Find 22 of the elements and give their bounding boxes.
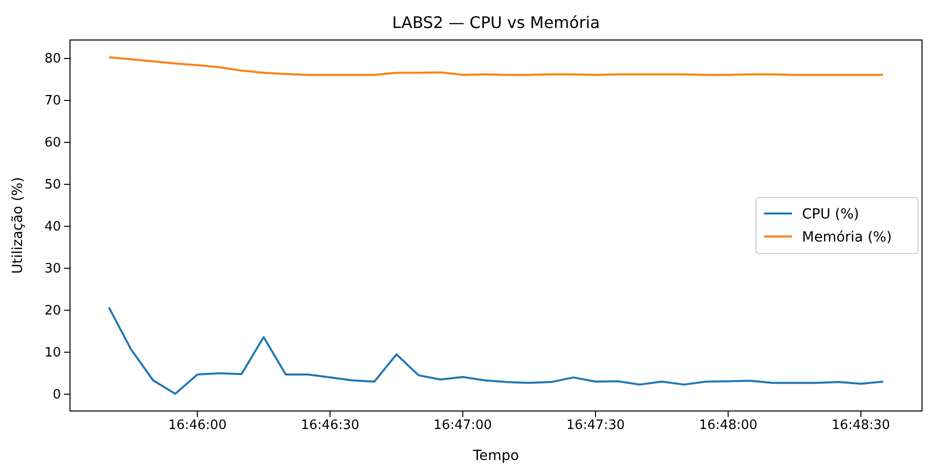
line-series: [108, 306, 884, 395]
legend-label: Memória (%): [802, 230, 892, 246]
y-tick-label: 30: [44, 261, 61, 276]
legend-label: CPU (%): [802, 206, 860, 222]
x-tick-label: 16:47:30: [566, 418, 625, 434]
y-axis-title: Utilização (%): [10, 177, 26, 274]
y-tick-label: 70: [44, 94, 61, 109]
x-tick-label: 16:47:00: [434, 418, 492, 434]
x-tick-label: 16:46:30: [300, 418, 360, 434]
y-tick-label: 50: [44, 178, 61, 193]
y-tick-label: 20: [44, 303, 61, 318]
y-tick-label: 10: [44, 345, 61, 360]
x-tick-label: 16:46:00: [168, 418, 227, 434]
x-tick-label: 16:48:30: [832, 418, 890, 434]
chart-title: LABS2 — CPU vs Memória: [392, 13, 600, 32]
y-tick-label: 0: [52, 387, 61, 402]
line-series: [108, 56, 884, 76]
y-tick-label: 40: [44, 220, 61, 234]
x-axis-title: Tempo: [472, 448, 519, 464]
y-tick-label: 80: [44, 52, 61, 67]
x-tick-label: 16:48:00: [698, 418, 758, 434]
y-tick-label: 60: [44, 136, 61, 151]
